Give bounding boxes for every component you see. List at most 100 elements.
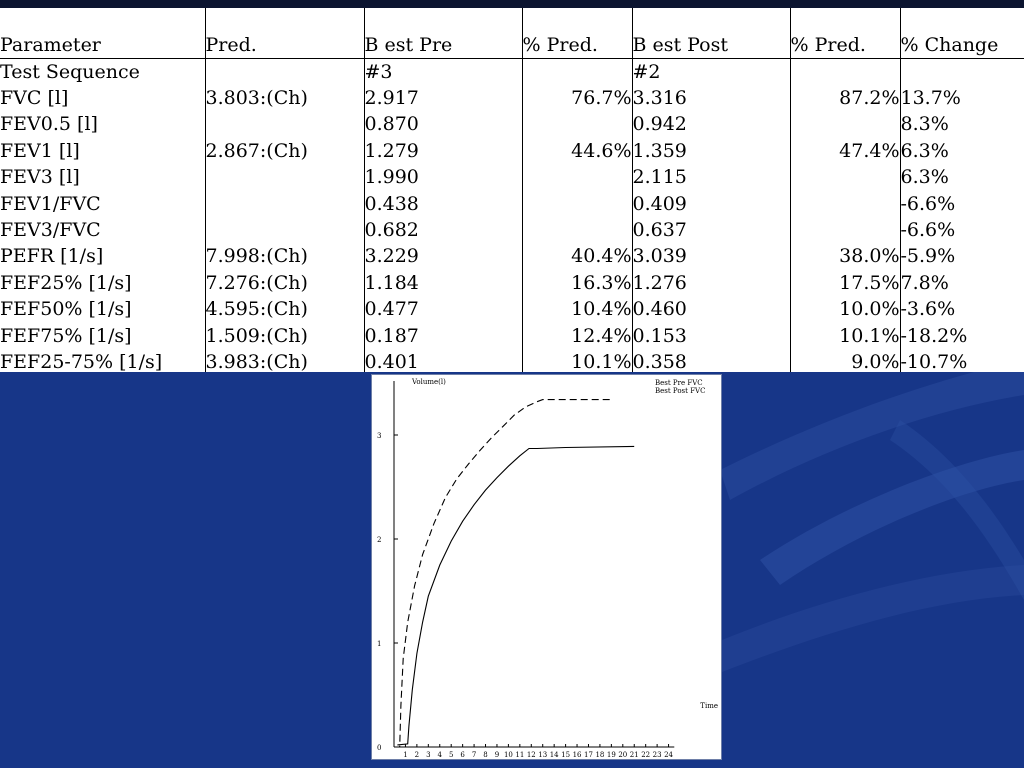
cell-pct-change: 6.3%	[899, 137, 1024, 165]
table-row: FVC [l] 3.803:(Ch) 2.917 76.7% 3.316 87.…	[0, 84, 1024, 112]
cell-pct-change: 7.8%	[899, 269, 1024, 297]
table-row: FEV1/FVC 0.438 0.409 -6.6%	[0, 190, 1024, 217]
cell-pct-change: 8.3%	[899, 111, 1024, 138]
cell-pred: 2.867:(Ch)	[204, 137, 364, 165]
x-tick-label: 6	[460, 751, 465, 759]
column-header-best-pre: B est Pre	[363, 8, 522, 59]
cell-pct-pred-pre	[521, 216, 632, 244]
cell-best-post: 0.460	[631, 296, 790, 323]
cell-best-pre: 0.682	[363, 216, 522, 244]
cell-pred	[204, 190, 364, 217]
cell-best-pre: 1.990	[363, 164, 522, 191]
cell-pred: 1.509:(Ch)	[204, 322, 364, 349]
cell-best-pre: 2.917	[363, 84, 522, 112]
cell-best-post: 0.942	[631, 111, 790, 138]
cell-pct-change: -6.6%	[899, 216, 1024, 244]
column-header-best-post: B est Post	[631, 8, 790, 59]
column-header-pct-pred-pre: % Pred.	[521, 8, 632, 59]
cell-pct-change: -10.7%	[899, 348, 1024, 372]
cell-pct-pred-post: 10.0%	[789, 296, 900, 323]
cell-pred: 7.998:(Ch)	[204, 243, 364, 270]
cell-pct-pred-pre: 40.4%	[521, 243, 632, 270]
x-tick-label: 23	[653, 751, 662, 759]
x-tick-label: 24	[664, 751, 673, 759]
cell-pct-pred-post: 9.0%	[789, 348, 900, 372]
table-row: PEFR [1/s] 7.998:(Ch) 3.229 40.4% 3.039 …	[0, 243, 1024, 270]
cell-parameter: FEF75% [1/s]	[0, 324, 132, 347]
cell-best-post: #2	[631, 58, 790, 85]
x-tick-label: 7	[472, 751, 476, 759]
x-tick-label: 13	[538, 751, 547, 759]
y-tick-label: 2	[377, 536, 381, 544]
cell-pred	[204, 111, 364, 138]
cell-pct-pred-post: 17.5%	[789, 269, 900, 297]
cell-parameter: FEV3 [l]	[0, 166, 80, 189]
x-tick-label: 15	[561, 751, 570, 759]
x-tick-label: 3	[426, 751, 430, 759]
column-header-parameter: Parameter	[0, 8, 205, 59]
x-tick-label: 12	[527, 751, 536, 759]
cell-pct-change	[899, 58, 1024, 85]
cell-pct-change: -5.9%	[899, 243, 1024, 270]
cell-best-pre: 0.187	[363, 322, 522, 349]
cell-pct-pred-post: 10.1%	[789, 322, 900, 349]
table-row: FEF50% [1/s] 4.595:(Ch) 0.477 10.4% 0.46…	[0, 296, 1024, 323]
cell-best-pre: 0.438	[363, 190, 522, 217]
cell-best-pre: 1.184	[363, 269, 522, 297]
table-row: FEF75% [1/s] 1.509:(Ch) 0.187 12.4% 0.15…	[0, 322, 1024, 349]
cell-pct-change: -3.6%	[899, 296, 1024, 323]
cell-parameter: FEV0.5 [l]	[0, 113, 98, 136]
cell-pct-pred-post: 87.2%	[789, 84, 900, 112]
column-header-pct-change: % Change	[899, 8, 1024, 59]
cell-pred	[204, 216, 364, 244]
cell-pred: 3.983:(Ch)	[204, 348, 364, 372]
table-header-row: Parameter Pred. B est Pre % Pred. B est …	[0, 8, 1024, 59]
x-tick-label: 1	[403, 751, 407, 759]
y-tick-label: 3	[377, 432, 381, 440]
cell-pct-pred-pre	[521, 111, 632, 138]
cell-pct-pred-post	[789, 58, 900, 85]
cell-best-pre: 0.477	[363, 296, 522, 323]
cell-pct-change: 6.3%	[899, 164, 1024, 191]
cell-pct-pred-post: 47.4%	[789, 137, 900, 165]
x-tick-label: 11	[515, 751, 524, 759]
series-line-best-pre-fvc	[394, 399, 612, 748]
table-body: Test Sequence #3 #2 FVC [l] 3.803:(Ch) 2…	[0, 58, 1024, 372]
y-axis-title: Volume(l)	[411, 378, 446, 386]
cell-pct-pred-pre: 76.7%	[521, 84, 632, 112]
cell-best-post: 0.358	[631, 348, 790, 372]
y-tick-label: 1	[377, 640, 381, 648]
x-tick-label: 19	[607, 751, 616, 759]
y-tick-label: 0	[377, 744, 381, 752]
column-header-pct-pred-post: % Pred.	[789, 8, 900, 59]
cell-pct-pred-post	[789, 164, 900, 191]
cell-pct-pred-pre	[521, 58, 632, 85]
table-row: FEV1 [l] 2.867:(Ch) 1.279 44.6% 1.359 47…	[0, 137, 1024, 165]
cell-best-post: 1.359	[631, 137, 790, 165]
series-line-best-post-fvc	[397, 445, 635, 746]
cell-best-pre: 0.870	[363, 111, 522, 138]
x-tick-label: 20	[618, 751, 627, 759]
cell-best-post: 0.153	[631, 322, 790, 349]
volume-time-chart-panel: 0 1 2 3 1 2 3 4 5 6 7 8 9 10 11 12 13 14 15 16 17 18 19 20 21 22 2…	[371, 374, 722, 760]
cell-best-pre: 0.401	[363, 348, 522, 372]
cell-best-pre: 3.229	[363, 243, 522, 270]
cell-best-post: 3.316	[631, 84, 790, 112]
column-header-pred: Pred.	[204, 8, 364, 59]
cell-parameter: Test Sequence	[0, 60, 140, 83]
cell-pct-pred-pre: 10.1%	[521, 348, 632, 372]
cell-parameter: FEF25-75% [1/s]	[0, 350, 163, 372]
x-axis-title: Time	[700, 702, 718, 710]
x-tick-label: 16	[573, 751, 582, 759]
cell-parameter: FVC [l]	[0, 87, 69, 110]
cell-pct-pred-pre: 16.3%	[521, 269, 632, 297]
legend-label: Best Pre FVC	[655, 379, 703, 387]
legend-label: Best Post FVC	[655, 387, 705, 395]
x-tick-label: 5	[449, 751, 453, 759]
cell-parameter: FEF50% [1/s]	[0, 298, 132, 321]
top-bar	[0, 0, 1024, 8]
x-tick-label: 9	[495, 751, 499, 759]
table-row: Test Sequence #3 #2	[0, 58, 1024, 85]
